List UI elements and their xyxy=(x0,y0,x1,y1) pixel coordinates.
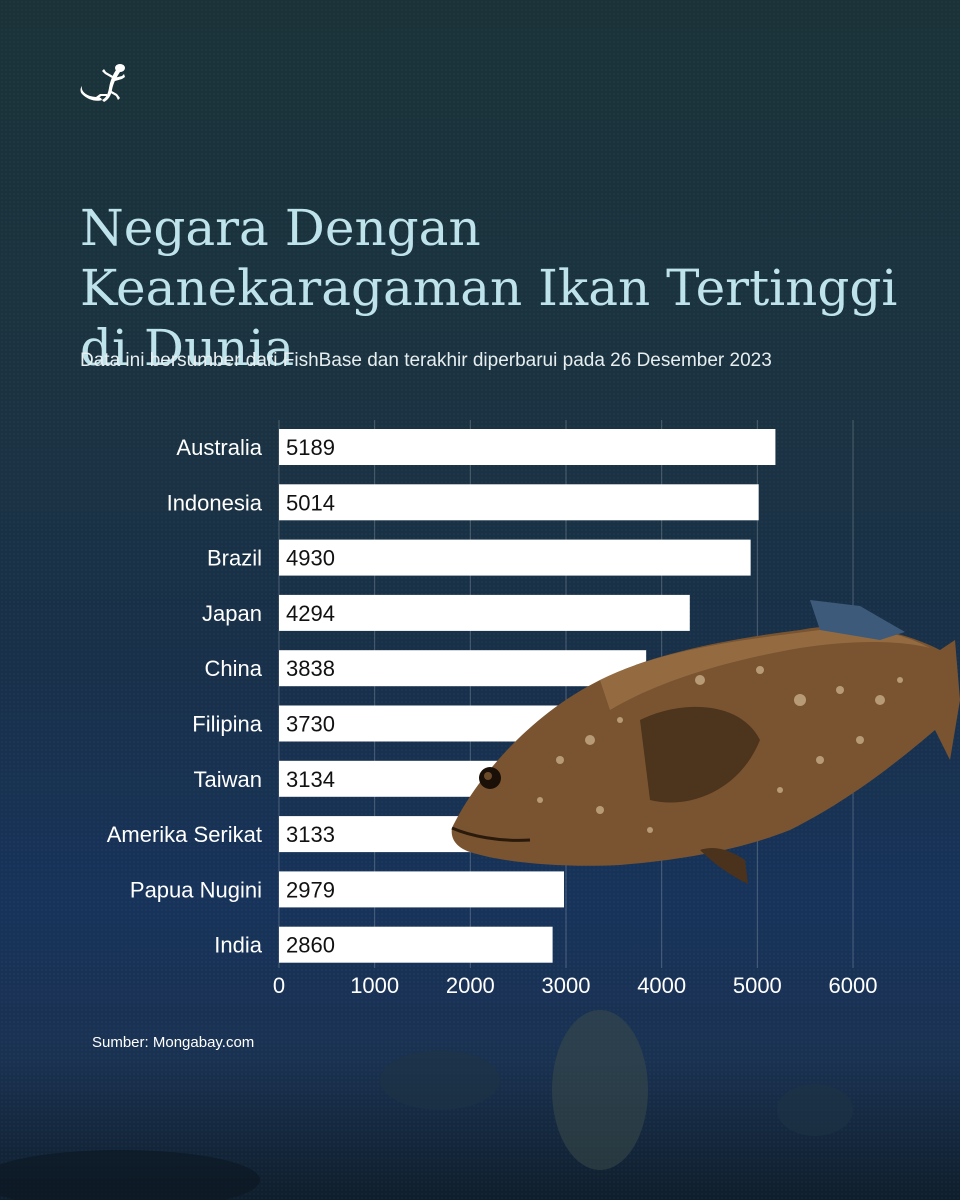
value-label: 3838 xyxy=(286,656,335,681)
category-label: Taiwan xyxy=(194,767,262,792)
value-label: 2860 xyxy=(286,933,335,958)
value-label: 2979 xyxy=(286,877,335,902)
bar xyxy=(279,926,553,963)
page-subtitle: Data ini bersumber dari FishBase dan ter… xyxy=(80,350,772,371)
x-tick-label: 3000 xyxy=(542,973,591,998)
gecko-icon xyxy=(76,54,136,114)
category-label: Brazil xyxy=(207,546,262,571)
value-label: 4930 xyxy=(286,546,335,571)
x-tick-label: 0 xyxy=(273,973,285,998)
fish-illustration xyxy=(0,600,960,1200)
bar xyxy=(279,429,776,465)
category-label: Indonesia xyxy=(167,490,263,515)
value-label: 5189 xyxy=(286,435,335,460)
x-tick-label: 1000 xyxy=(350,973,399,998)
page-title: Negara Dengan Keanekaragaman Ikan Tertin… xyxy=(80,199,898,377)
category-label: Australia xyxy=(176,435,262,460)
bar xyxy=(279,539,751,576)
x-tick-label: 6000 xyxy=(829,973,878,998)
category-label: Japan xyxy=(202,601,262,626)
x-tick-label: 4000 xyxy=(637,973,686,998)
x-tick-label: 5000 xyxy=(733,973,782,998)
category-label: Filipina xyxy=(192,712,262,737)
category-label: India xyxy=(214,933,262,958)
value-label: 3133 xyxy=(286,822,335,847)
value-label: 3134 xyxy=(286,767,335,792)
bar xyxy=(279,594,690,631)
value-label: 3730 xyxy=(286,712,335,737)
category-label: Amerika Serikat xyxy=(107,822,262,847)
category-label: China xyxy=(205,656,263,681)
bar xyxy=(279,871,564,908)
category-label: Papua Nugini xyxy=(130,877,262,902)
value-label: 4294 xyxy=(286,601,335,626)
bar xyxy=(279,650,647,687)
source-note: Sumber: Mongabay.com xyxy=(92,1034,255,1051)
value-label: 5014 xyxy=(286,490,335,515)
bar xyxy=(279,484,759,521)
x-tick-label: 2000 xyxy=(446,973,495,998)
